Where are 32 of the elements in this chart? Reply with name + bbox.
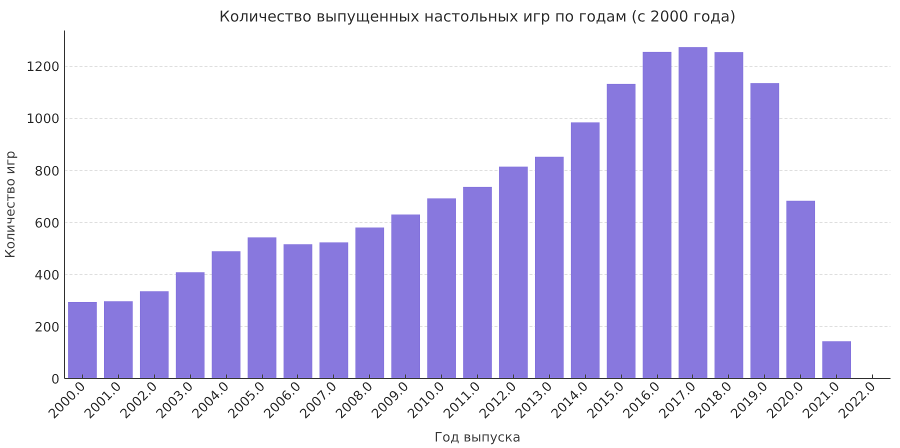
y-tick-label: 600 bbox=[34, 216, 60, 232]
bar bbox=[176, 272, 205, 378]
bar bbox=[68, 302, 97, 378]
bar bbox=[355, 228, 384, 378]
chart-title: Количество выпущенных настольных игр по годам (с 2000 года) bbox=[219, 8, 736, 26]
y-tick-label: 800 bbox=[34, 164, 60, 180]
bar bbox=[786, 200, 816, 378]
bar bbox=[822, 341, 851, 378]
x-axis-title: Год выпуска bbox=[434, 430, 521, 446]
bar bbox=[104, 301, 133, 378]
bar bbox=[714, 52, 744, 378]
y-tick-label: 1000 bbox=[26, 112, 60, 128]
bar bbox=[499, 166, 528, 378]
bar bbox=[319, 242, 348, 378]
bar bbox=[570, 122, 600, 378]
bar bbox=[463, 186, 492, 378]
bar bbox=[284, 244, 312, 378]
y-tick-label: 400 bbox=[34, 268, 60, 284]
y-tick-label: 1200 bbox=[26, 60, 60, 76]
y-tick-label: 200 bbox=[34, 320, 60, 336]
bar bbox=[248, 237, 276, 378]
bar bbox=[534, 156, 564, 378]
bar bbox=[642, 52, 672, 378]
bar bbox=[606, 84, 636, 378]
bar bbox=[427, 198, 456, 378]
bar bbox=[678, 47, 708, 378]
bar bbox=[140, 291, 169, 378]
y-tick-label: 0 bbox=[51, 372, 60, 388]
bar bbox=[212, 251, 240, 378]
y-axis-title: Количество игр bbox=[3, 150, 18, 258]
bar bbox=[750, 83, 780, 378]
bar bbox=[391, 214, 420, 378]
